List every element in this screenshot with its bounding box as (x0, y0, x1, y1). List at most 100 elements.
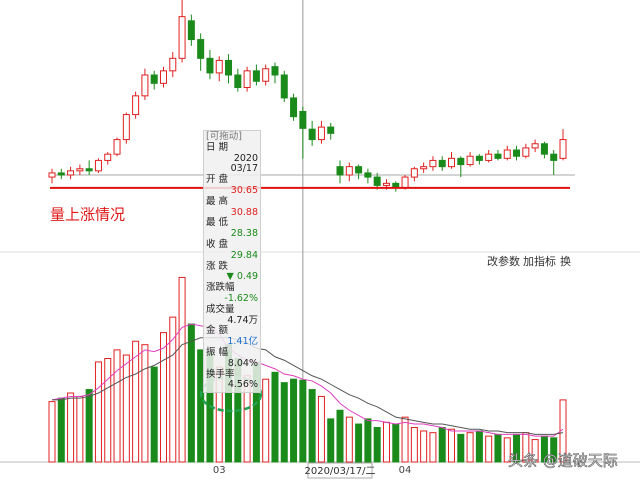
candle-body (355, 166, 363, 174)
candle-body (327, 126, 335, 134)
candle-body (271, 66, 279, 76)
volume-bar (475, 430, 483, 463)
volume-bar (466, 432, 474, 463)
moving-average-line (51, 323, 564, 437)
candle-body (364, 172, 372, 178)
candle-body (48, 172, 56, 178)
volume-bar (485, 435, 493, 463)
tooltip-value: 8.04% (227, 357, 258, 369)
candle-body (197, 39, 205, 59)
tooltip-label: 涨跌幅 (206, 282, 235, 294)
candle-body (382, 182, 390, 186)
candle-body (243, 70, 251, 89)
candle-body (94, 159, 102, 172)
volume-bar (94, 361, 102, 463)
volume-bar (67, 392, 75, 463)
tooltip-label: 涨 跌 (206, 260, 229, 272)
volume-bar (308, 389, 316, 463)
tooltip-value: -1.62% (224, 292, 258, 304)
candle-body (225, 59, 233, 76)
toolbar-item[interactable]: 换 (560, 254, 571, 268)
x-tick-label: 04 (399, 465, 412, 476)
candle-body (299, 110, 307, 129)
volume-bar (429, 432, 437, 463)
volume-bar (299, 379, 307, 463)
volume-bar (503, 437, 511, 463)
tooltip-label: 成交量 (206, 303, 235, 315)
tooltip-value: 30.88 (230, 206, 258, 218)
tooltip-value: ▼ 0.49 (226, 271, 258, 283)
candle-body (410, 168, 418, 178)
volume-bar (345, 416, 353, 463)
candle-body (420, 166, 428, 170)
candle-body (448, 157, 456, 168)
volume-panel (48, 276, 567, 463)
candle-body (392, 182, 400, 188)
volume-bar (169, 316, 177, 463)
tooltip-value: 1.41亿 (227, 336, 258, 348)
volume-bar (327, 418, 335, 463)
tooltip-label: 换手率 (206, 368, 235, 380)
candle-body (494, 153, 502, 159)
candle-body (513, 149, 521, 157)
candle-body (57, 172, 65, 176)
tooltip-value: 4.56% (227, 379, 258, 391)
x-tick-label: 03 (213, 465, 226, 476)
toolbar-item[interactable]: 改参数 (487, 254, 520, 268)
candle-body (141, 74, 149, 97)
volume-bar (104, 358, 112, 463)
volume-bar (132, 340, 140, 463)
candle-body (290, 97, 298, 118)
candle-body (206, 57, 214, 74)
tooltip-title: [可拖动] (206, 131, 242, 142)
candle-body (159, 70, 167, 84)
volume-bar (420, 430, 428, 463)
candle-body (485, 153, 493, 161)
volume-bar (159, 332, 167, 463)
tooltip-label: 收 盘 (206, 238, 229, 250)
candle-body (76, 168, 84, 172)
volume-bar (336, 409, 344, 463)
tooltip-label: 最 高 (206, 195, 229, 207)
tooltip-label: 开 盘 (206, 174, 229, 186)
candle-body (113, 139, 121, 155)
tooltip-value: 2020 (233, 152, 258, 164)
volume-bar (355, 423, 363, 463)
tooltip-label: 振 幅 (206, 346, 229, 358)
tooltip-value: 29.84 (230, 249, 258, 261)
volume-bar (271, 371, 279, 463)
volume-bar (373, 427, 381, 463)
volume-bar (76, 395, 84, 463)
annotation: 量上涨情况 (50, 206, 125, 224)
candle-body (132, 95, 140, 116)
volume-bar (317, 395, 325, 463)
volume-bar (262, 378, 270, 463)
volume-bar (57, 397, 65, 463)
candle-body (150, 74, 158, 84)
candle-body (308, 128, 316, 141)
candle-body (503, 149, 511, 159)
candle-body (550, 153, 558, 161)
volume-bar (550, 437, 558, 463)
tooltip-value: 30.65 (230, 184, 258, 196)
candle-body (178, 16, 186, 59)
candle-body (280, 74, 288, 99)
volume-bar (438, 427, 446, 463)
tooltip-label: 最 低 (206, 217, 229, 229)
tooltip[interactable]: [可拖动] 日 期 2020 03/17 开 盘 30.65 最 高 30.88 最 低 28.3… (203, 130, 261, 394)
candle-body (169, 57, 177, 72)
crosshair-label: 2020/03/17/二 (304, 466, 375, 477)
candle-body (466, 155, 474, 166)
toolbar-item[interactable]: 加指标 (523, 254, 556, 268)
crosshair-label-box (307, 462, 373, 479)
candle-body (234, 74, 242, 88)
volume-bar (141, 344, 149, 463)
volume-bar (290, 378, 298, 463)
volume-bar (448, 428, 456, 463)
candle-body (429, 159, 437, 168)
volume-bar (531, 439, 539, 463)
volume-bar (410, 427, 418, 463)
candle-body (475, 155, 483, 161)
